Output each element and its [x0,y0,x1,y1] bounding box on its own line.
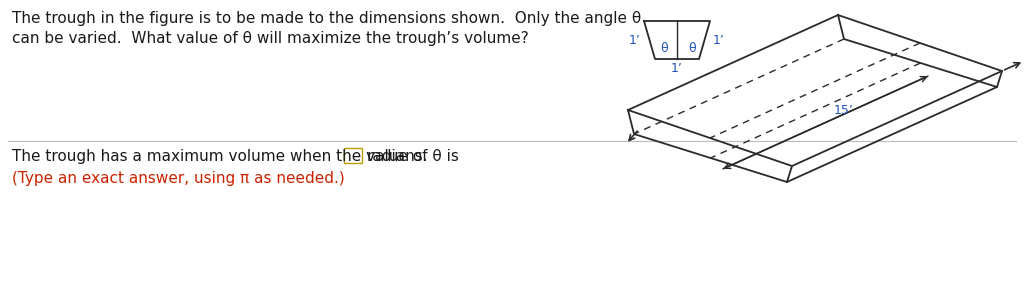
Text: θ: θ [688,42,696,55]
Text: 1’: 1’ [629,34,641,47]
Text: radians.: radians. [367,149,429,164]
Text: (Type an exact answer, using π as needed.): (Type an exact answer, using π as needed… [12,171,345,186]
Text: 1’: 1’ [713,34,725,47]
Text: 1’: 1’ [671,62,683,75]
Text: The trough in the figure is to be made to the dimensions shown.  Only the angle : The trough in the figure is to be made t… [12,11,641,26]
Text: 15’: 15’ [834,103,853,116]
Text: θ: θ [660,42,668,55]
Text: The trough has a maximum volume when the value of θ is: The trough has a maximum volume when the… [12,149,459,164]
Bar [344,148,362,163]
Text: can be varied.  What value of θ will maximize the trough’s volume?: can be varied. What value of θ will maxi… [12,31,528,46]
